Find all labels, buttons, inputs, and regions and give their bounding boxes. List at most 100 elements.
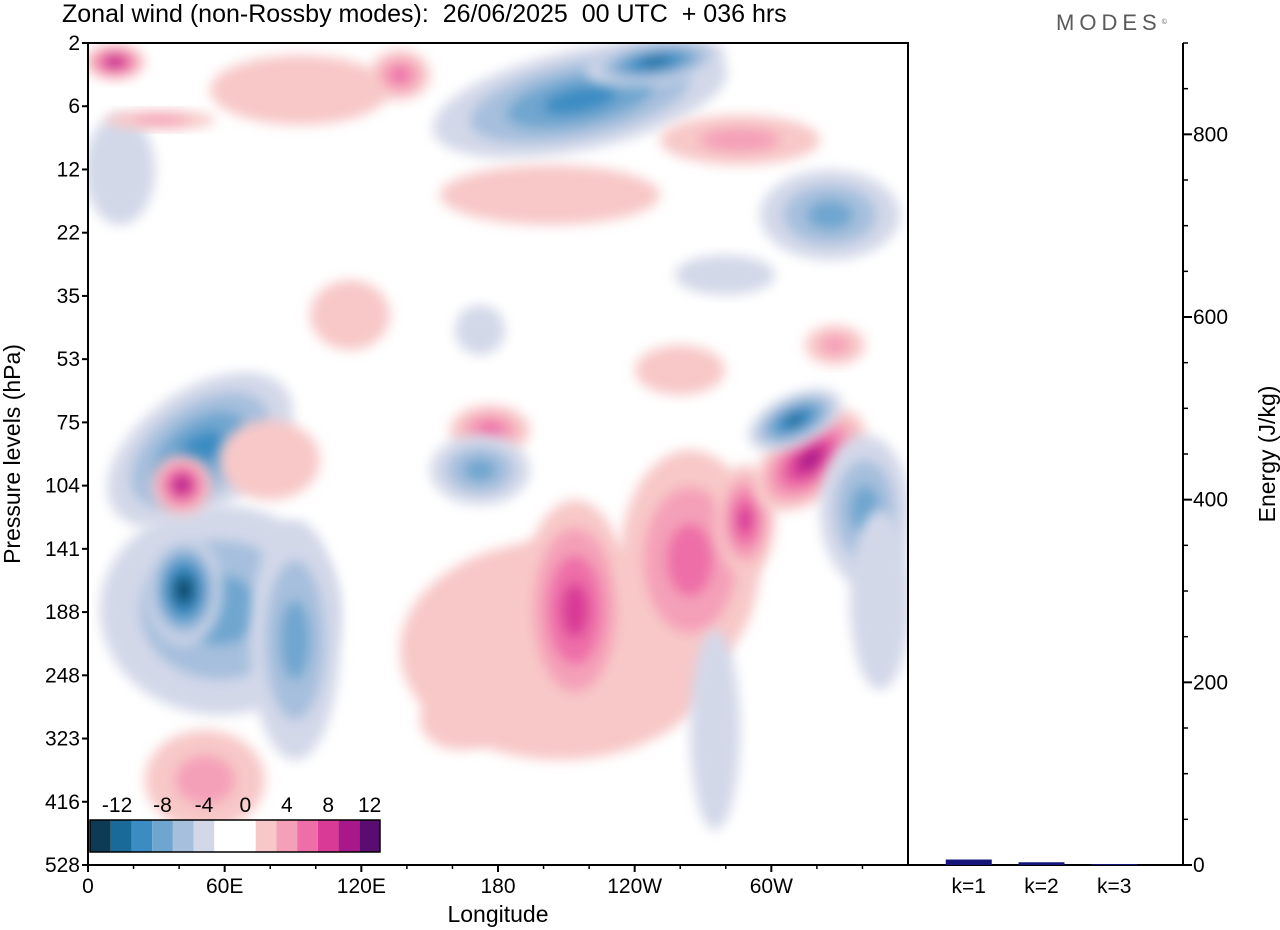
contour-blob <box>152 455 212 515</box>
contour-level <box>132 115 188 125</box>
contour-level <box>420 690 500 750</box>
energy-axis-title: Energy (J/kg) <box>1254 386 1280 523</box>
contour-level <box>543 85 617 115</box>
colorbar-label: 0 <box>240 794 252 817</box>
contour-blob <box>635 345 725 395</box>
contour-level <box>561 582 589 638</box>
colorbar-label: -4 <box>195 794 214 817</box>
contour-level <box>210 55 390 125</box>
contour-level <box>440 165 660 225</box>
contour-level <box>666 523 714 597</box>
colorbar-segment <box>338 820 360 852</box>
energy-tick-label: 600 <box>1193 306 1228 329</box>
longitude-tick-label: 0 <box>82 875 94 898</box>
colorbar-segment <box>297 820 318 852</box>
colorbar-segment <box>110 820 132 852</box>
contour-blob <box>760 170 900 260</box>
contour-level <box>463 458 497 482</box>
pressure-tick-label: 528 <box>45 854 80 877</box>
contour-level <box>820 335 850 355</box>
energy-tick-label: 400 <box>1193 489 1228 512</box>
contour-blob <box>430 435 530 505</box>
logo-text: MODES <box>1056 10 1162 35</box>
energy-tick-label: 0 <box>1193 854 1205 877</box>
contour-blob <box>520 500 630 720</box>
colorbar-label: -12 <box>102 794 132 817</box>
contour-blob <box>146 535 222 645</box>
contour-level <box>850 510 908 690</box>
colorbar: -12 -8 -4 0 4 8 12 <box>89 794 381 853</box>
contour-level <box>675 255 775 295</box>
colorbar-label: 8 <box>322 794 334 817</box>
contour-blob <box>105 110 215 130</box>
colorbar-segment <box>214 820 235 852</box>
energy-tick-label: 800 <box>1193 123 1228 146</box>
contour-blob <box>748 389 842 451</box>
energy-bar-k3 <box>1091 864 1138 866</box>
pressure-tick-label: 6 <box>68 95 80 118</box>
contour-level <box>176 479 188 491</box>
pressure-tick-label: 188 <box>45 601 80 624</box>
longitude-tick-label: 180 <box>480 875 515 898</box>
contour-level <box>390 66 410 84</box>
contour-blob <box>850 510 908 690</box>
colorbar-segment <box>235 820 256 852</box>
pressure-tick-label: 22 <box>57 222 80 245</box>
colorbar-segment <box>276 820 298 852</box>
contour-blob <box>805 325 865 365</box>
contour-level <box>177 580 191 600</box>
energy-tick-label: 200 <box>1193 671 1228 694</box>
contour-level <box>88 115 155 225</box>
colorbar-label: 12 <box>358 794 381 817</box>
contour-blob <box>455 305 505 355</box>
longitude-tick-label: 120E <box>337 875 386 898</box>
contour-blob <box>715 465 775 575</box>
contour-blob <box>420 690 500 750</box>
pressure-tick-label: 248 <box>45 664 80 687</box>
energy-category-label: k=3 <box>1097 875 1131 898</box>
logo-mark: © <box>1161 19 1167 26</box>
pressure-tick-label: 35 <box>57 285 80 308</box>
contour-level <box>476 421 504 439</box>
contour-blob <box>310 280 390 350</box>
y-axis-title: Pressure levels (hPa) <box>0 344 25 564</box>
contour-blob <box>585 43 725 86</box>
contour-level <box>280 600 310 680</box>
modes-logo: MODES© <box>1056 10 1167 36</box>
contour-blob <box>675 255 775 295</box>
colorbar-label: 4 <box>281 794 293 817</box>
pressure-tick-label: 75 <box>57 411 80 434</box>
pressure-tick-label: 53 <box>57 348 80 371</box>
contour-level <box>690 630 740 830</box>
pressure-tick-label: 416 <box>45 791 80 814</box>
longitude-tick-label: 60E <box>206 875 243 898</box>
pressure-tick-label: 141 <box>45 538 80 561</box>
colorbar-segment <box>317 820 339 852</box>
colorbar-label: -8 <box>153 794 172 817</box>
x-axis-title: Longitude <box>447 901 548 927</box>
contour-level <box>310 280 390 350</box>
energy-bar-k2 <box>1018 862 1065 865</box>
pressure-tick-label: 323 <box>45 728 80 751</box>
contour-blob <box>690 630 740 830</box>
contour-level <box>737 506 753 534</box>
contour-blob <box>145 730 265 830</box>
energy-bars: k=1 k=2 k=3 <box>945 859 1138 898</box>
longitude-tick-label: 60W <box>750 875 793 898</box>
colorbar-segment <box>172 820 194 852</box>
chart-title: Zonal wind (non-Rossby modes): 26/06/202… <box>62 0 787 28</box>
contour-blob <box>220 420 320 500</box>
pressure-tick-label: 104 <box>45 475 80 498</box>
colorbar-segment <box>193 820 215 852</box>
contour-blob <box>210 55 390 125</box>
colorbar-segment <box>152 820 173 852</box>
contour-blob <box>250 520 340 760</box>
colorbar-frame <box>89 819 381 853</box>
contour-field <box>88 43 908 830</box>
contour-blob <box>88 44 145 80</box>
colorbar-segment <box>359 820 380 852</box>
energy-category-label: k=1 <box>952 875 986 898</box>
contour-level <box>455 305 505 355</box>
